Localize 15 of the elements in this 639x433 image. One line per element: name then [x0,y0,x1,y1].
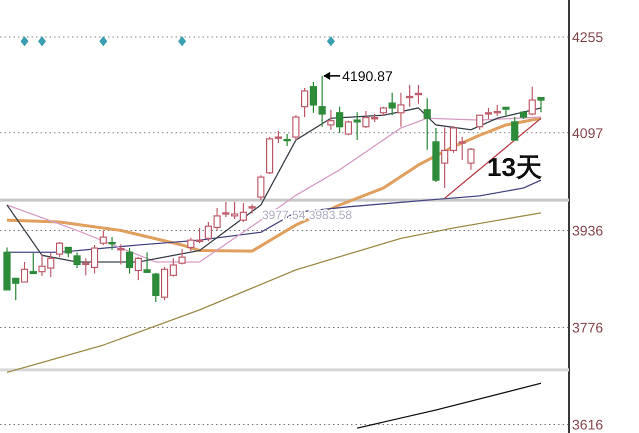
candlestick [388,92,396,116]
line-series [6,212,542,374]
candlestick [424,98,431,150]
y-tick-label: 3776 [572,319,604,336]
candlestick [318,75,326,128]
y-tick-label: 3936 [572,222,604,238]
annotation: 4190.87 [342,68,393,84]
candlestick [117,244,124,266]
y-tick-label: 4255 [572,28,604,45]
candlestick [397,92,405,128]
y-tick-label: 4097 [572,124,604,141]
candlestick [406,84,414,108]
annotation: 13天 [487,152,542,182]
y-tick-label: 3616 [572,416,604,433]
candlestick [354,112,361,141]
